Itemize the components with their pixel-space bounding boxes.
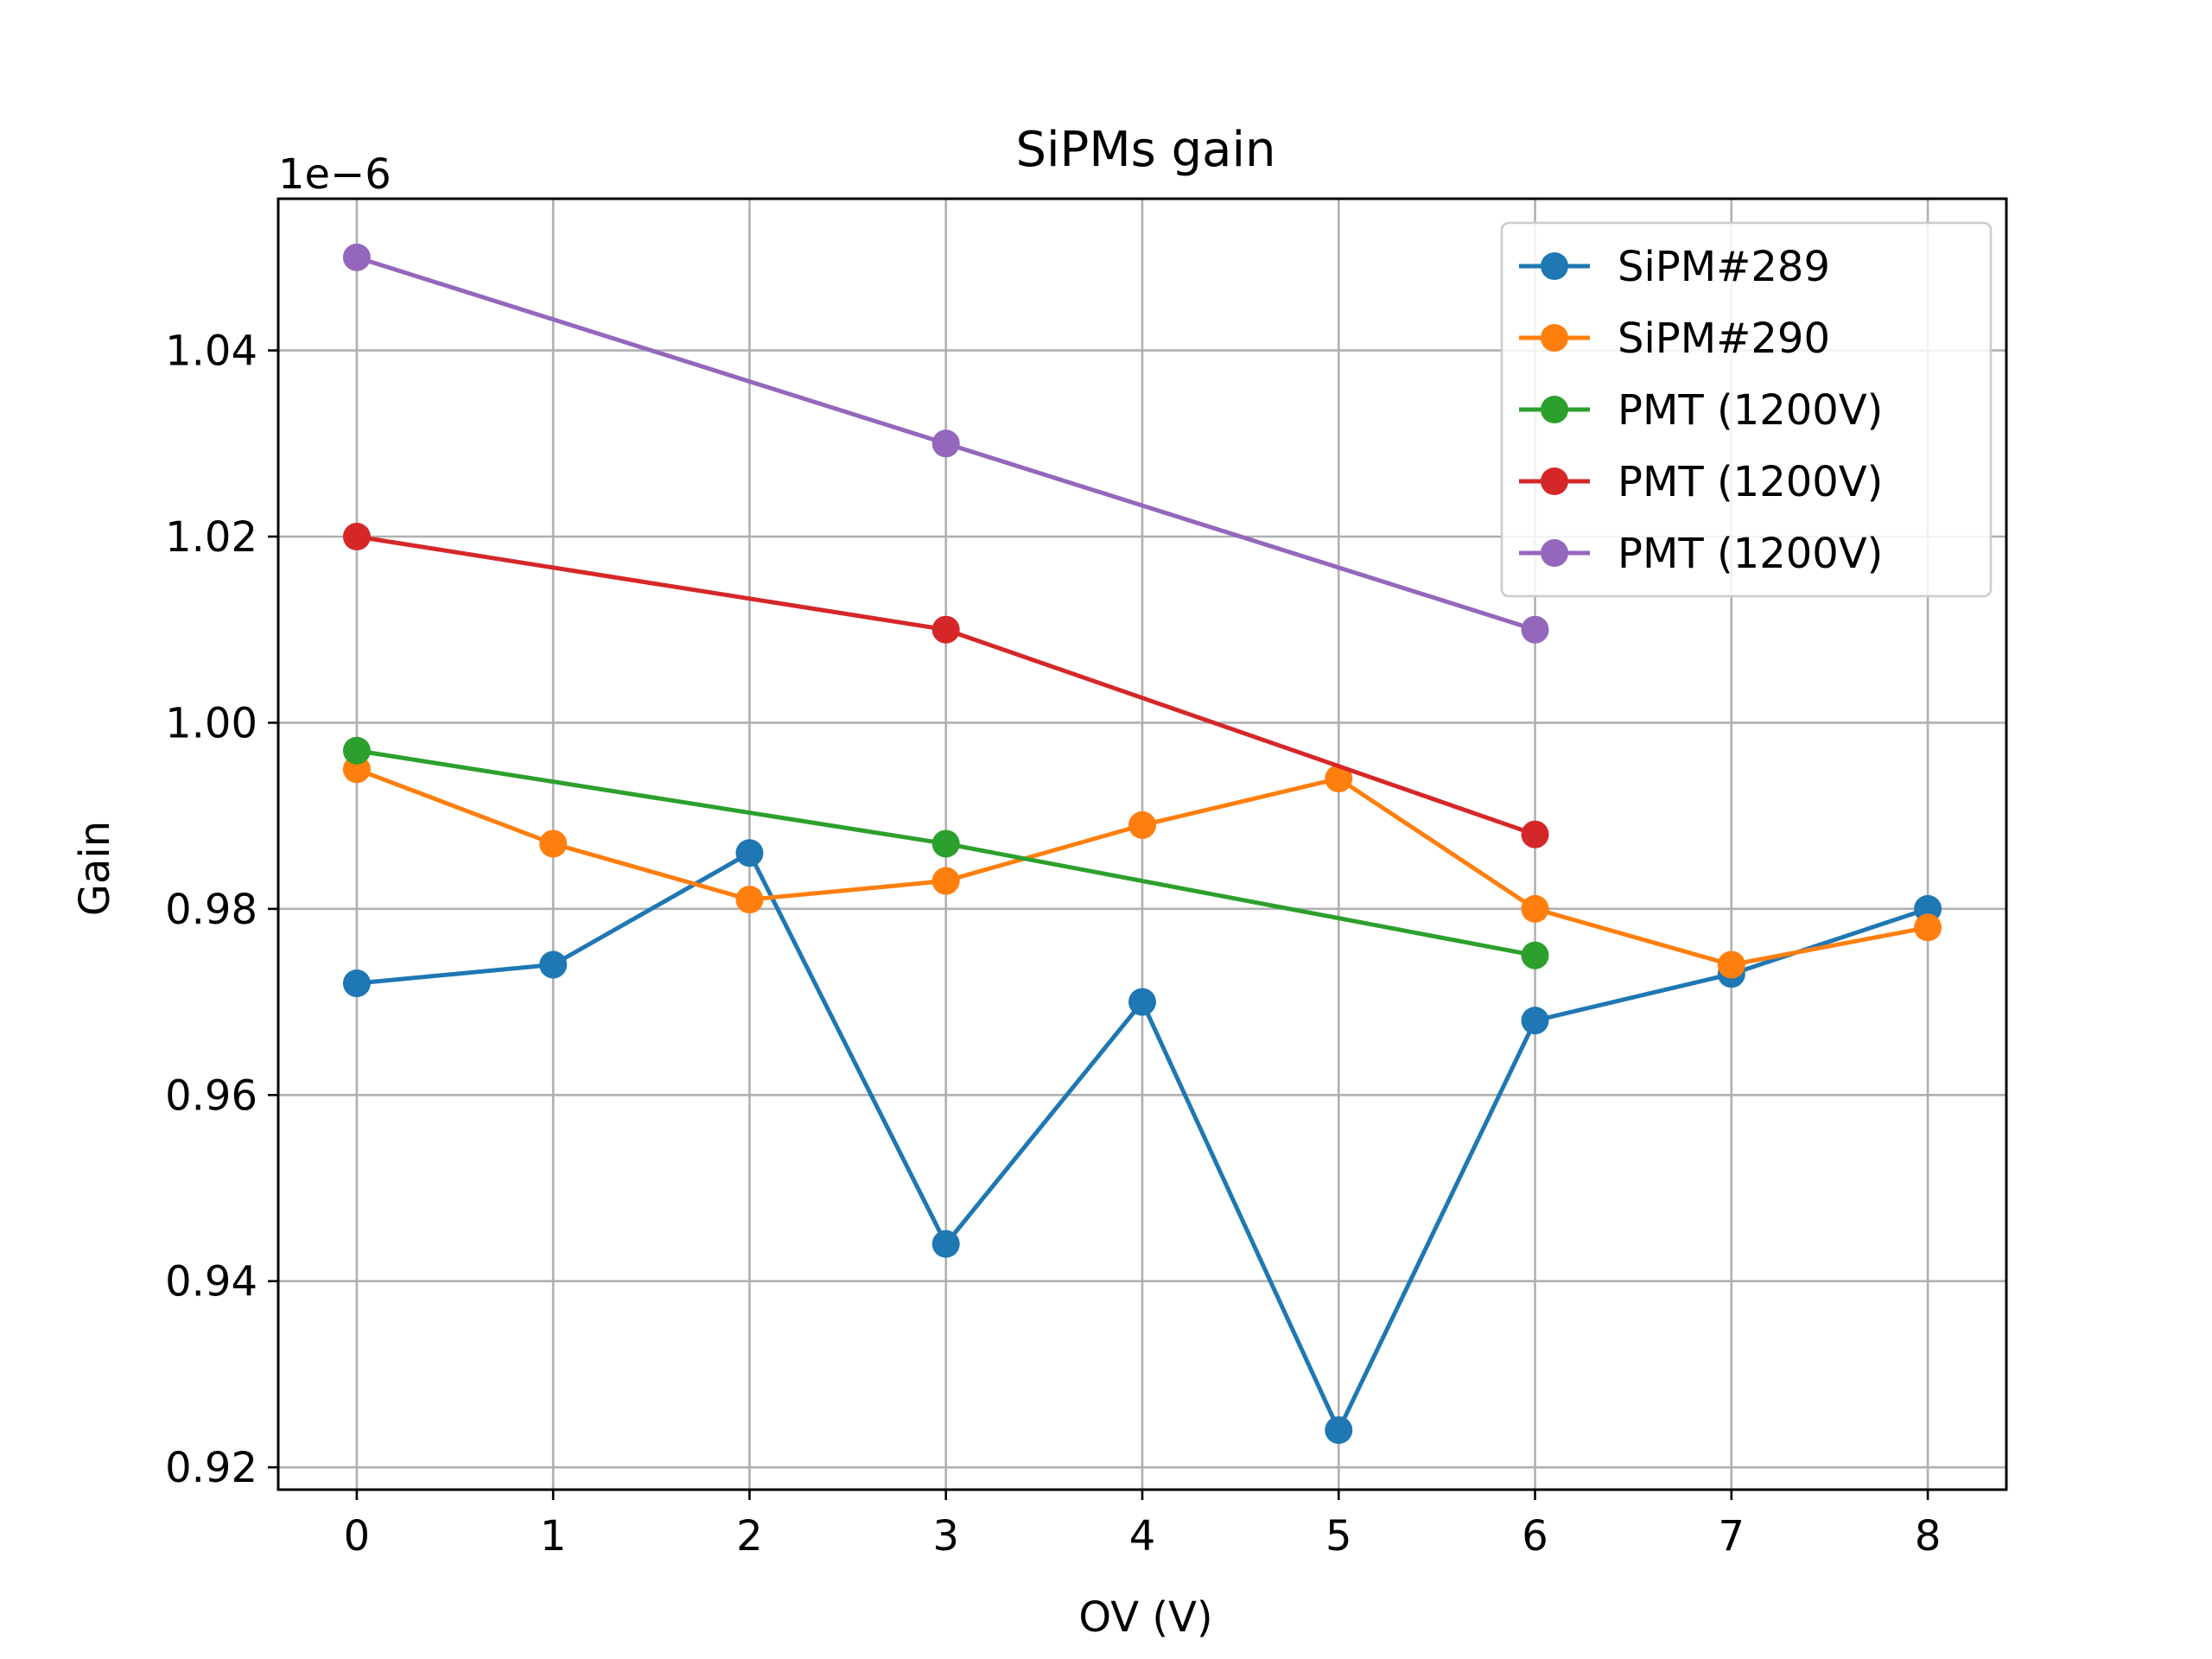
series-3: [342, 736, 1549, 969]
data-point: [1128, 988, 1156, 1016]
data-point: [931, 429, 960, 458]
y-tick-label: 0.92: [165, 1444, 257, 1492]
x-tick-label: 4: [1129, 1512, 1156, 1560]
legend-marker: [1541, 252, 1568, 280]
legend-marker: [1541, 467, 1568, 495]
legend-box: [1500, 221, 1993, 598]
x-tick-label: 3: [932, 1512, 959, 1560]
legend-label: SiPM#290: [1618, 315, 1830, 363]
data-point: [539, 950, 568, 979]
y-offset-label: 1e−6: [278, 150, 391, 199]
x-tick-label: 0: [344, 1512, 371, 1560]
data-point: [931, 830, 960, 858]
data-point: [735, 839, 764, 868]
legend-label: PMT (1200V): [1618, 386, 1883, 435]
y-tick-label: 0.96: [165, 1071, 257, 1120]
data-point: [342, 969, 371, 998]
legend-label: PMT (1200V): [1618, 458, 1883, 506]
x-axis-label: OV (V): [1078, 1593, 1212, 1642]
y-tick-label: 0.94: [165, 1258, 257, 1306]
data-point: [1521, 820, 1549, 849]
legend-entry: SiPM#289: [1519, 243, 1830, 291]
data-point: [342, 243, 371, 271]
data-point: [1325, 1416, 1353, 1445]
x-tick-label: 6: [1522, 1512, 1548, 1560]
x-tick-label: 7: [1719, 1512, 1745, 1560]
y-tick-label: 1.02: [165, 513, 257, 562]
data-point: [1521, 894, 1549, 923]
legend-marker: [1541, 396, 1568, 423]
series-layer: [342, 243, 1942, 1445]
legend-label: PMT (1200V): [1618, 530, 1883, 578]
legend-entry: SiPM#290: [1519, 315, 1830, 363]
y-tick-label: 1.00: [165, 699, 257, 747]
data-point: [1717, 950, 1745, 979]
data-point: [1521, 1007, 1549, 1035]
legend: SiPM#289 SiPM#290 PMT (1200V) PMT (1200V) PM…: [1500, 221, 1993, 598]
legend-marker: [1541, 539, 1568, 567]
x-tick-label: 5: [1325, 1512, 1352, 1560]
legend-entry: PMT (1200V): [1519, 530, 1883, 578]
data-point: [342, 523, 371, 551]
x-tick-label: 8: [1915, 1512, 1942, 1560]
data-point: [931, 1230, 960, 1258]
data-point: [1914, 913, 1942, 942]
series-1: [342, 839, 1942, 1445]
data-point: [1521, 941, 1549, 969]
data-point: [1325, 765, 1353, 793]
legend-label: SiPM#289: [1618, 243, 1830, 291]
y-axis-label: Gain: [71, 821, 119, 916]
legend-entry: PMT (1200V): [1519, 458, 1883, 506]
series-5: [342, 243, 1549, 644]
legend-entry: PMT (1200V): [1519, 386, 1883, 435]
y-tick-label: 0.98: [165, 886, 257, 934]
data-point: [539, 830, 568, 858]
data-point: [931, 867, 960, 895]
series-4: [342, 523, 1549, 849]
data-point: [1521, 615, 1549, 644]
legend-marker: [1541, 324, 1568, 352]
chart-title: SiPMs gain: [1015, 122, 1275, 178]
data-point: [1128, 810, 1156, 839]
data-point: [342, 736, 371, 765]
series-2: [342, 755, 1942, 979]
y-tick-label: 1.04: [165, 327, 257, 376]
axis-ticks: 0 1 2 3 4 5 6 7 8 0.92 0.94 0.96 0.98 1.00 1.02 1.04: [165, 327, 1941, 1560]
data-point: [735, 886, 764, 914]
x-tick-label: 2: [736, 1512, 763, 1560]
x-tick-label: 1: [540, 1512, 567, 1560]
data-point: [931, 615, 960, 644]
